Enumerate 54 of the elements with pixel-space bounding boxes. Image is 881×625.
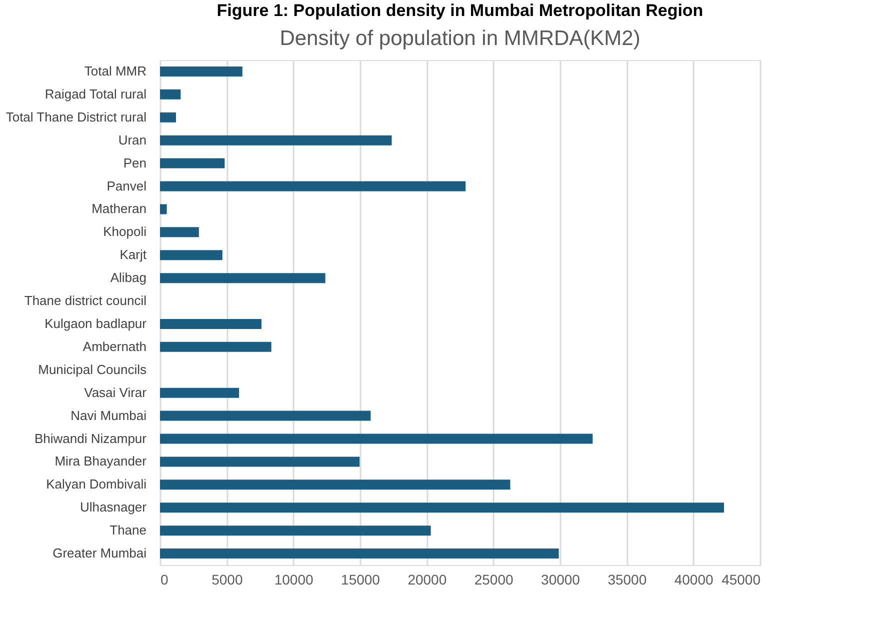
y-tick-label: Panvel: [106, 178, 147, 194]
chart-subtitle: Density of population in MMRDA(KM2): [280, 27, 640, 50]
bar: [160, 502, 724, 513]
bar: [160, 158, 225, 168]
y-tick-label: Vasai Virar: [84, 384, 148, 400]
x-tick-label: 15000: [341, 572, 380, 588]
y-tick-label: Total MMR: [84, 63, 146, 78]
y-tick-label: Karjt: [120, 247, 147, 262]
bar: [160, 410, 371, 421]
y-tick-label: Pen: [123, 155, 146, 170]
y-tick-label: Uran: [118, 132, 146, 148]
y-tick-label: Khopoli: [103, 224, 147, 240]
bar: [160, 135, 392, 146]
bar: [160, 456, 360, 467]
x-tick-label: 0: [160, 572, 168, 588]
x-tick-label: 45000: [722, 572, 761, 588]
y-tick-label: Matheran: [92, 201, 146, 216]
x-tick-label: 10000: [274, 572, 314, 588]
y-tick-label: Raigad Total rural: [44, 86, 147, 102]
bar: [160, 181, 466, 192]
x-tick-label: 30000: [541, 572, 580, 588]
y-tick-label: Kalyan Dombivali: [46, 476, 147, 492]
y-tick-label: Kulgaon badlapur: [44, 316, 148, 331]
y-tick-label: Thane: [110, 522, 146, 538]
bar: [160, 250, 222, 260]
y-tick-label: Navi Mumbai: [70, 408, 147, 423]
x-tick-label: 40000: [674, 572, 714, 588]
y-tick-label: Alibag: [110, 270, 146, 286]
y-tick-label: Greater Mumbai: [52, 546, 147, 561]
bar: [160, 112, 176, 122]
x-tick-label: 20000: [408, 572, 447, 588]
bar: [160, 526, 431, 536]
bar: [160, 273, 326, 284]
bar: [160, 342, 272, 352]
bar: [160, 434, 593, 444]
y-tick-label: Mira Bhayander: [54, 454, 148, 469]
x-tick-label: 25000: [474, 572, 514, 588]
y-tick-label: Thane district council: [24, 293, 147, 308]
y-tick-label: Ulhasnager: [80, 500, 148, 515]
y-tick-label: Total Thane District rural: [6, 109, 147, 124]
chart-title: Figure 1: Population density in Mumbai Metropolitan Region: [216, 1, 704, 20]
y-tick-label: Ambernath: [82, 338, 146, 354]
y-tick-label: Bhiwandi Nizampur: [34, 430, 148, 446]
x-tick-label: 5000: [212, 572, 243, 588]
bar: [160, 227, 199, 238]
bar: [160, 548, 559, 559]
bar: [160, 204, 167, 214]
bar: [160, 388, 240, 398]
bar: [160, 89, 181, 100]
bar: [160, 480, 510, 490]
y-tick-label: Municipal Councils: [38, 362, 147, 377]
x-tick-label: 35000: [608, 572, 647, 588]
bar: [160, 318, 262, 329]
bar: [160, 66, 242, 76]
